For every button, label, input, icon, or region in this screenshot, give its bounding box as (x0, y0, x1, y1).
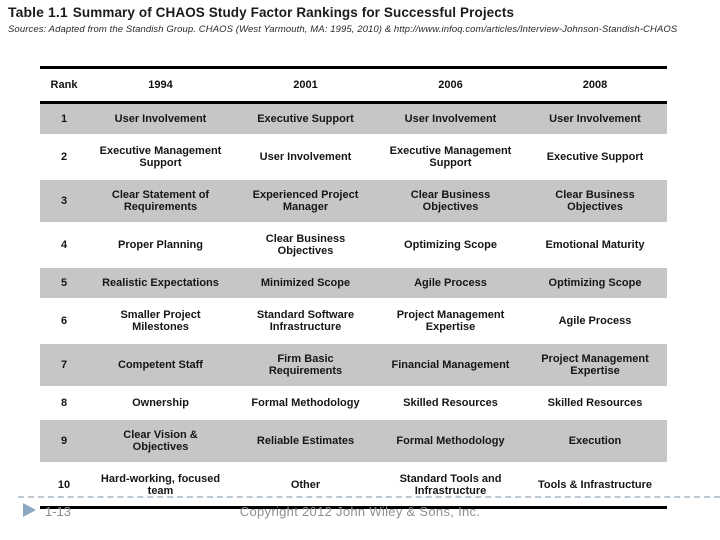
table-number-label: Table 1.1 (8, 4, 68, 20)
factor-cell-2006: Formal Methodology (378, 419, 523, 464)
chaos-rankings-table: Rank 1994 2001 2006 2008 1 User Involvement Ex… (40, 66, 667, 509)
source-citation: Sources: Adapted from the Standish Group… (8, 24, 678, 35)
factor-cell-2001: Reliable Estimates (233, 419, 378, 464)
factor-cell-1994: Competent Staff (88, 343, 233, 388)
rank-cell: 2 (40, 135, 88, 180)
table-row-rank-6: 6 Smaller Project Milestones Standard Soft… (40, 299, 667, 344)
table-row-rank-5: 5 Realistic Expectations Minimized Scope Ag… (40, 267, 667, 300)
factor-cell-2001: User Involvement (233, 135, 378, 180)
rank-cell: 10 (40, 463, 88, 509)
factor-cell-1994: Clear Vision & Objectives (88, 419, 233, 464)
factor-cell-2001: Executive Support (233, 102, 378, 136)
factor-cell-2001: Standard Software Infrastructure (233, 299, 378, 344)
factor-cell-2006: Skilled Resources (378, 387, 523, 420)
factor-cell-2008: Project Management Expertise (523, 343, 667, 388)
factor-cell-1994: Smaller Project Milestones (88, 299, 233, 344)
play-triangle-icon (23, 503, 36, 517)
factor-cell-1994: Hard-working, focused team (88, 463, 233, 509)
factor-cell-2008: Skilled Resources (523, 387, 667, 420)
table-row-rank-4: 4 Proper Planning Clear Business Objective… (40, 223, 667, 268)
title-text: Summary of CHAOS Study Factor Rankings f… (72, 5, 515, 20)
rank-cell: 7 (40, 343, 88, 388)
factor-cell-1994: Executive Management Support (88, 135, 233, 180)
factor-cell-2006: Project Management Expertise (378, 299, 523, 344)
factor-cell-2006: User Involvement (378, 102, 523, 136)
header-cell-2001: 2001 (233, 67, 378, 104)
table-row-rank-7: 7 Competent Staff Firm Basic Requirements F… (40, 343, 667, 388)
table-row-rank-8: 8 Ownership Formal Methodology Skilled Reso… (40, 387, 667, 420)
factor-cell-2008: Tools & Infrastructure (523, 463, 667, 509)
factor-cell-2006: Standard Tools and Infrastructure (378, 463, 523, 509)
table-header: Rank 1994 2001 2006 2008 (40, 67, 667, 104)
factor-cell-2008: Clear Business Objectives (523, 179, 667, 224)
factor-cell-2001: Formal Methodology (233, 387, 378, 420)
table-row-rank-3: 3 Clear Statement of Requirements Experien… (40, 179, 667, 224)
factor-cell-2008: Optimizing Scope (523, 267, 667, 300)
factor-cell-2006: Agile Process (378, 267, 523, 300)
factor-cell-2008: Emotional Maturity (523, 223, 667, 268)
table-row-rank-10: 10 Hard-working, focused team Other Standar… (40, 463, 667, 509)
table-row-rank-9: 9 Clear Vision & Objectives Reliable Estim… (40, 419, 667, 464)
header-cell-1994: 1994 (88, 67, 233, 104)
factor-cell-2008: Agile Process (523, 299, 667, 344)
rank-cell: 3 (40, 179, 88, 224)
factor-cell-2001: Other (233, 463, 378, 509)
factor-cell-2008: Executive Support (523, 135, 667, 180)
factor-cell-2006: Clear Business Objectives (378, 179, 523, 224)
header-cell-2006: 2006 (378, 67, 523, 104)
footer-divider-dashed-line (18, 496, 720, 498)
factor-cell-1994: Ownership (88, 387, 233, 420)
factor-cell-2001: Firm Basic Requirements (233, 343, 378, 388)
header-cell-rank: Rank (40, 67, 88, 104)
factor-cell-2001: Clear Business Objectives (233, 223, 378, 268)
factor-cell-2001: Minimized Scope (233, 267, 378, 300)
factor-cell-1994: User Involvement (88, 102, 233, 136)
table-row-rank-2: 2 Executive Management Support User Involv… (40, 135, 667, 180)
rank-cell: 1 (40, 102, 88, 136)
rank-cell: 9 (40, 419, 88, 464)
rank-cell: 8 (40, 387, 88, 420)
factor-cell-2006: Financial Management (378, 343, 523, 388)
factor-cell-2006: Optimizing Scope (378, 223, 523, 268)
factor-cell-2008: User Involvement (523, 102, 667, 136)
factor-cell-1994: Realistic Expectations (88, 267, 233, 300)
factor-cell-2006: Executive Management Support (378, 135, 523, 180)
slide-number: 1-13 (45, 504, 72, 519)
factor-cell-1994: Clear Statement of Requirements (88, 179, 233, 224)
table-row-rank-1: 1 User Involvement Executive Support User I… (40, 102, 667, 136)
table-header-row: Rank 1994 2001 2006 2008 (40, 67, 667, 104)
rank-cell: 4 (40, 223, 88, 268)
page-title: Table 1.1 Summary of CHAOS Study Factor R… (8, 4, 514, 20)
table-body: 1 User Involvement Executive Support User I… (40, 102, 667, 509)
rank-cell: 5 (40, 267, 88, 300)
factor-cell-2001: Experienced Project Manager (233, 179, 378, 224)
factor-cell-1994: Proper Planning (88, 223, 233, 268)
copyright-text: Copyright 2012 John Wiley & Sons, Inc. (239, 504, 481, 519)
header-cell-2008: 2008 (523, 67, 667, 104)
rank-cell: 6 (40, 299, 88, 344)
factor-cell-2008: Execution (523, 419, 667, 464)
